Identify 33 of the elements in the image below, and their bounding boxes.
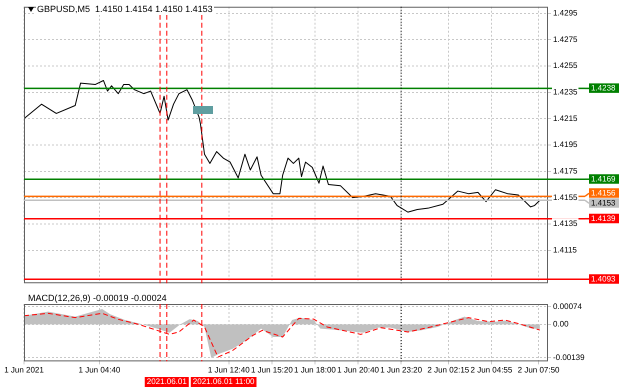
ref-line-label: 1.4238 [591, 84, 616, 93]
x-tick-label: 2 Jun 02:15 [427, 365, 470, 374]
ref-line-label: 1.4093 [591, 274, 616, 284]
y-tick-label: 1.4235 [553, 88, 578, 97]
ref-line-label: 2021.06.01 [146, 377, 188, 386]
y-tick-label: 0.00074 [553, 302, 582, 311]
ref-line-label: 1.4156 [591, 188, 616, 198]
y-tick-label: 0.00 [553, 320, 570, 329]
y-tick-label: -0.00139 [553, 352, 586, 362]
x-tick-label: 2 Jun 07:50 [518, 365, 560, 374]
x-tick-label: 1 Jun 12:40 [208, 365, 250, 374]
x-tick-label: 2 Jun 04:55 [470, 365, 513, 374]
ref-line-label: 1.4139 [591, 214, 616, 223]
y-tick-label: 1.4155 [553, 192, 578, 202]
y-tick-label: 1.4195 [553, 140, 578, 150]
x-tick-label: 1 Jun 2021 [4, 365, 44, 374]
chart-title: MACD(12,26,9) -0.00019 -0.00024 [27, 293, 168, 304]
y-tick-label: 1.4175 [553, 166, 578, 176]
y-tick-label: 1.4135 [553, 219, 578, 228]
y-tick-label: 1.4115 [553, 246, 578, 254]
ref-line-label: 1.4153 [591, 198, 616, 208]
chart-title: GBPUSD,M5 1.4150 1.4154 1.4150 1.4153 [36, 4, 214, 15]
y-tick-label: 1.4295 [553, 8, 578, 18]
x-tick-label: 1 Jun 18:00 [294, 365, 336, 374]
x-tick-label: 1 Jun 20:40 [337, 365, 380, 374]
x-tick-label: 1 Jun 23:20 [380, 365, 423, 374]
y-tick-label: 1.4255 [553, 61, 578, 70]
y-tick-label: 1.4275 [553, 34, 578, 44]
x-tick-label: 1 Jun 15:20 [250, 365, 294, 374]
x-tick-label: 1 Jun 04:40 [78, 365, 121, 374]
y-tick-label: 1.4215 [553, 114, 578, 123]
ref-line-label: 1.4169 [591, 174, 616, 184]
ref-line-label: 2021.06.01 11:00 [192, 377, 256, 386]
